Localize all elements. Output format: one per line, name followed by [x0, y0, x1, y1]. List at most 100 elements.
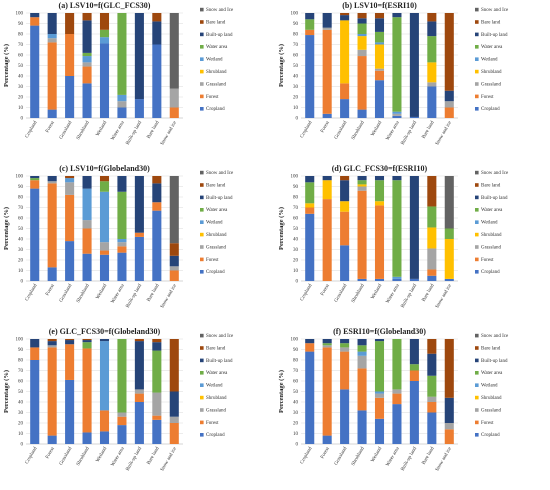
legend-label: Shrubland: [206, 396, 227, 401]
bar-segment: [47, 176, 57, 182]
bar-segment: [47, 339, 57, 342]
bar-segment: [117, 94, 127, 102]
x-tick-label: Bare land: [147, 283, 161, 303]
legend-swatch: [200, 333, 204, 338]
legend-label: Forest: [481, 421, 494, 426]
bar-segment: [65, 182, 75, 195]
bar-segment: [444, 176, 454, 229]
bar-segment: [340, 211, 350, 246]
y-tick-label: 20: [18, 259, 24, 264]
bar-segment: [65, 176, 75, 179]
x-tick-label: Cropland: [300, 446, 314, 465]
legend-label: Bare land: [481, 346, 501, 351]
bar-segment: [374, 341, 385, 392]
legend-label: Built-up land: [481, 196, 508, 201]
bar-segment: [392, 115, 402, 118]
bar-segment: [47, 341, 57, 346]
x-tick-label: Built-up land: [126, 446, 144, 472]
stacked-bar-chart: (c) LSV10=f(Globeland30) 0 10 20 30 40 50 60 70 8…: [3, 164, 234, 309]
legend-label: Bare land: [206, 183, 226, 188]
bar-segment: [134, 341, 144, 390]
bar-segment: [322, 339, 332, 344]
y-tick-label: 100: [291, 12, 299, 17]
x-tick-label: Snow and ice: [435, 120, 453, 147]
bar-segment: [427, 353, 437, 376]
legend-swatch: [475, 82, 479, 86]
y-tick-label: 10: [18, 432, 24, 437]
y-tick-label: 10: [18, 106, 24, 111]
bar-segment: [152, 419, 162, 444]
bar-segment: [47, 13, 57, 34]
x-tick-label: Water area: [111, 446, 126, 468]
legend-label: Cropland: [206, 433, 225, 438]
bar-segment: [117, 412, 127, 417]
x-tick-label: Water area: [386, 283, 401, 305]
bar-segment: [427, 269, 437, 276]
bar-segment: [374, 278, 385, 281]
x-tick-label: Bare land: [147, 120, 161, 140]
bar-segment: [444, 101, 454, 108]
bar-segment: [392, 180, 402, 277]
bar-segment: [152, 392, 162, 416]
bar-segment: [340, 347, 350, 352]
bar-segment: [152, 21, 162, 45]
bar-segment: [374, 42, 385, 45]
bar-segment: [374, 44, 385, 69]
legend-label: Built-up land: [206, 359, 233, 364]
legend-label: Built-up land: [481, 33, 508, 38]
stacked-bar-chart: (f) ESRI10=f(Globeland30) 0 10 20 30 40 50 60 70…: [278, 327, 509, 472]
legend-label: Wetland: [206, 58, 223, 63]
bar-segment: [117, 239, 127, 243]
stacked-bar-chart: (e) GLC_FCS30=f(Globeland30) 0 10 20 30 40 50 6…: [3, 327, 234, 472]
legend-swatch: [200, 232, 204, 237]
bar-segment: [30, 347, 40, 360]
x-tick-label: Grassland: [59, 283, 74, 303]
bar-segment: [357, 345, 367, 352]
bar-segment: [305, 343, 315, 352]
bar-segment: [169, 266, 179, 271]
bar-segment: [340, 20, 350, 84]
legend-swatch: [200, 257, 204, 262]
stacked-bar-chart: (b) LSV10=f(ESRI10) 0 10 20 30 40 50 60 70 80 90 10…: [278, 1, 509, 147]
bar-segment: [305, 351, 315, 444]
x-tick-label: Cropland: [25, 446, 39, 465]
bar-segment: [30, 17, 40, 26]
legend-swatch: [475, 433, 479, 437]
legend-label: Cropland: [481, 107, 500, 112]
legend-swatch: [200, 358, 204, 363]
x-tick-label: Forest: [45, 446, 56, 460]
bar-segment: [305, 339, 315, 344]
legend-label: Grassland: [206, 82, 226, 87]
bar-segment: [30, 178, 40, 181]
y-tick-label: 80: [293, 33, 299, 38]
legend-swatch: [200, 220, 204, 224]
bar-segment: [357, 49, 367, 57]
bar-segment: [99, 341, 110, 411]
bar-segment: [427, 275, 437, 281]
bar-segment: [444, 278, 454, 281]
bar-segment: [65, 178, 75, 183]
legend-label: Shrubland: [481, 70, 502, 75]
y-tick-label: 100: [291, 338, 299, 343]
legend-swatch: [200, 94, 204, 99]
legend-label: Bare land: [206, 346, 226, 351]
legend-swatch: [475, 232, 479, 237]
legend-swatch: [475, 69, 479, 74]
legend-label: Wetland: [481, 221, 498, 226]
x-tick-label: Bare land: [422, 120, 436, 140]
bar-segment: [152, 339, 162, 343]
bar-segment: [427, 82, 437, 87]
y-tick-label: 100: [16, 338, 24, 343]
x-tick-label: Wetland: [96, 120, 109, 137]
bar-segment: [427, 375, 437, 397]
y-tick-label: 70: [18, 206, 24, 211]
y-tick-label: 20: [293, 259, 299, 264]
legend-swatch: [200, 82, 204, 86]
bar-segment: [82, 56, 92, 63]
legend-label: Snow and Ice: [206, 8, 234, 13]
legend-swatch: [475, 257, 479, 262]
bar-segment: [409, 176, 419, 279]
y-tick-label: 80: [18, 359, 24, 364]
y-axis-label: Percentage (%): [3, 44, 10, 87]
bar-segment: [322, 180, 332, 200]
